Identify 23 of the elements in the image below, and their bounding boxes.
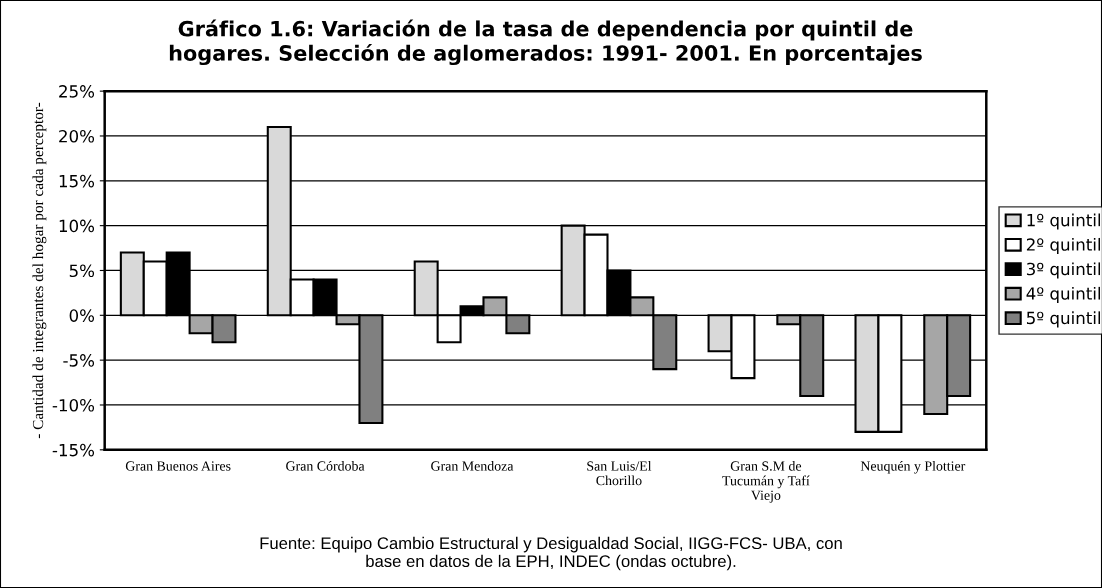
- y-tick-label: 20%: [59, 129, 95, 143]
- legend-label: 3º quintil: [1026, 262, 1101, 279]
- x-tick-label: Neuquén y Plottier: [860, 460, 966, 474]
- x-tick-label: San Luis/El Chorillo: [587, 460, 652, 486]
- y-axis-title: - Cantidad de integrantes del hogar por cada perceptor-: [32, 102, 47, 439]
- y-tick-label: 15%: [59, 174, 95, 188]
- y-tick-label: 5%: [69, 264, 95, 278]
- legend-label: 5º quintil: [1026, 311, 1101, 328]
- legend-label: 4º quintil: [1026, 286, 1101, 304]
- legend-label: 2º quintil: [1026, 237, 1101, 255]
- y-tick-label: 10%: [59, 219, 95, 233]
- x-tick-label: Gran S.M de Tucumán y Tafí Viejo: [722, 460, 810, 503]
- legend-label: 1º quintil: [1027, 213, 1101, 230]
- x-tick-label: Gran Córdoba: [286, 460, 365, 471]
- chart-title: Gráfico 1.6: Variación de la tasa de dependencia por quintil de hogares. Selección de aglomerados: 1991- 2001. En porcentajes: [169, 19, 922, 66]
- source-note: Fuente: Equipo Cambio Estructural y Desigualdad Social, IIGG-FCS- UBA, con base en datos de la EPH, INDEC (ondas octubre).: [260, 536, 842, 571]
- y-tick-label: 25%: [59, 85, 95, 98]
- y-tick-label: -10%: [52, 398, 95, 412]
- y-tick-label: -15%: [52, 443, 95, 457]
- y-tick-label: 0%: [69, 309, 95, 322]
- y-tick-label: -5%: [63, 354, 95, 367]
- x-tick-label: Gran Buenos Aires: [125, 461, 231, 471]
- x-tick-label: Gran Mendoza: [431, 460, 514, 471]
